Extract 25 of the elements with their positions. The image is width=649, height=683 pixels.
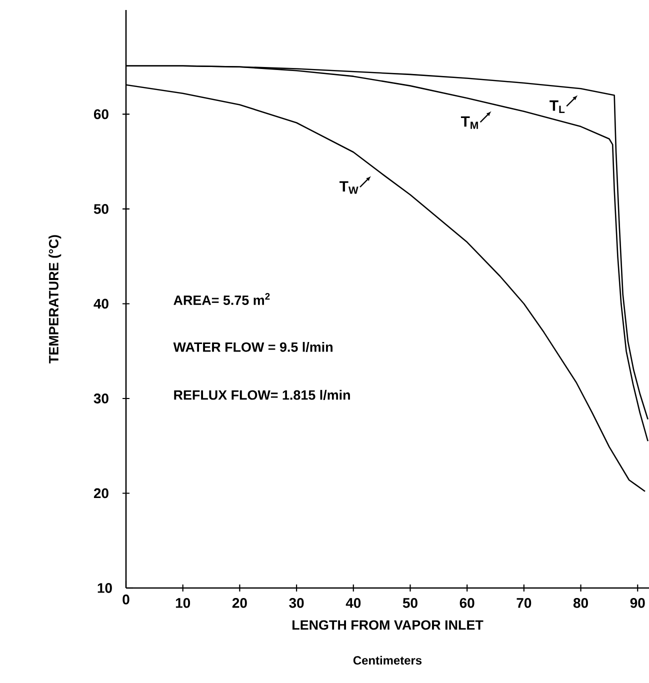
x-tick-label: 30 xyxy=(289,598,304,608)
y-tick-label: 60 xyxy=(94,109,108,120)
y-tick-label: 30 xyxy=(94,394,108,404)
legend-label: T$_{M}$ xyxy=(460,116,478,129)
legend-label: T$_{L}$ xyxy=(550,100,565,113)
x-tick-label: 0 xyxy=(122,594,130,604)
x-tick-label: 70 xyxy=(516,598,532,608)
y-tick-label: 20 xyxy=(94,488,108,498)
x-tick-label: 50 xyxy=(402,598,418,608)
x-tick-label: 10 xyxy=(176,598,190,608)
annotation: REFLUX FLOW= 1.815 l/min xyxy=(174,390,350,400)
annotation: AREA= 5.75 m$^{2}$ xyxy=(174,293,270,305)
legend-label: T$_{W}$ xyxy=(340,181,358,194)
text: Centimeters xyxy=(353,656,422,665)
y-axis-title: TEMPERATURE (°C) xyxy=(48,235,62,364)
y-tick-label: 50 xyxy=(94,204,108,214)
x-tick-label: 90 xyxy=(630,598,645,608)
x-tick-label: 60 xyxy=(460,598,474,608)
x-tick-label: 80 xyxy=(573,598,588,608)
annotation: WATER FLOW = 9.5 l/min xyxy=(173,342,332,352)
x-tick-label: 20 xyxy=(232,598,247,608)
y-tick-label: 10 xyxy=(98,583,112,593)
x-tick-label: 40 xyxy=(346,598,361,608)
y-tick-label: 40 xyxy=(94,298,108,309)
x-axis-title: LENGTH FROM VAPOR INLET xyxy=(292,620,484,630)
